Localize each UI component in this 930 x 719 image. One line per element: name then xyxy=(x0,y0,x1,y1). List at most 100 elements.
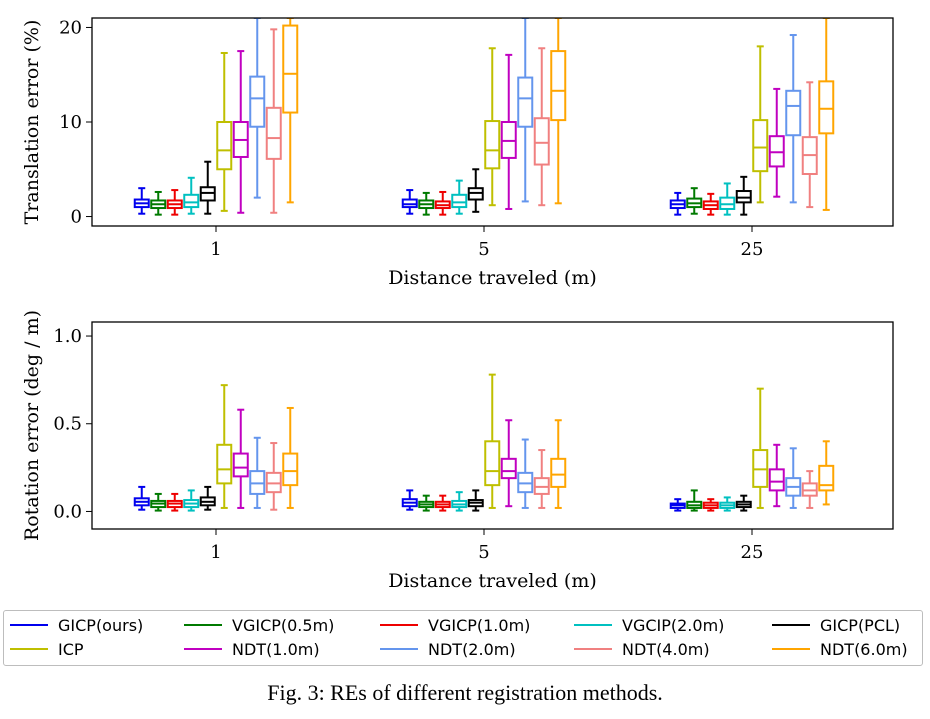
legend-label: ICP xyxy=(58,639,84,659)
legend-swatch xyxy=(184,648,222,650)
legend-label: NDT(6.0m) xyxy=(820,639,908,659)
box-VGICP(0.5m)-1 xyxy=(150,190,167,216)
box-marks xyxy=(133,373,835,512)
box-GICP(PCL)-1 xyxy=(199,160,216,215)
box-GICP(PCL)-5 xyxy=(467,489,484,512)
x-tick-label: 5 xyxy=(478,542,489,563)
box-body xyxy=(265,106,282,160)
box-body xyxy=(216,443,233,485)
box-ICP-1 xyxy=(216,51,233,212)
chart-panel-1: 0 10 20 1 5 25 Distance traveled (m) Translatio… xyxy=(21,17,894,289)
legend-swatch xyxy=(380,624,418,626)
legend: GICP(ours) VGICP(0.5m) VGICP(1.0m) VGCIP(2.… xyxy=(3,610,923,666)
x-tick-label: 25 xyxy=(741,542,764,563)
box-ICP-1 xyxy=(216,384,233,509)
box-NDT(4.0m)-1 xyxy=(265,28,282,214)
legend-item: GICP(ours) xyxy=(10,613,143,637)
box-VGCIP(2.0m)-1 xyxy=(183,489,200,512)
box-NDT(2.0m)-5 xyxy=(517,18,534,203)
x-tick-label: 5 xyxy=(478,239,489,260)
box-body xyxy=(752,119,769,173)
legend-swatch xyxy=(184,624,222,626)
box-NDT(6.0m)-1 xyxy=(282,18,299,204)
box-body xyxy=(451,193,468,209)
box-NDT(4.0m)-5 xyxy=(533,449,550,509)
legend-item: ICP xyxy=(10,637,84,661)
x-tick-label: 1 xyxy=(210,542,221,563)
legend-label: NDT(1.0m) xyxy=(232,639,320,659)
legend-label: VGCIP(2.0m) xyxy=(622,615,725,635)
box-GICP(ours)-25 xyxy=(669,498,686,512)
box-VGICP(1.0m)-5 xyxy=(434,190,451,216)
x-tick-label: 25 xyxy=(741,239,764,260)
box-body xyxy=(818,464,835,492)
legend-item: NDT(2.0m) xyxy=(380,637,516,661)
y-axis-label: Rotation error (deg / m) xyxy=(21,310,43,541)
box-VGICP(0.5m)-5 xyxy=(418,191,435,216)
legend-item: VGICP(1.0m) xyxy=(380,613,530,637)
box-GICP(ours)-1 xyxy=(133,187,150,215)
box-VGICP(0.5m)-1 xyxy=(150,492,167,512)
box-GICP(ours)-5 xyxy=(401,489,418,511)
legend-swatch xyxy=(574,624,612,626)
legend-item: NDT(1.0m) xyxy=(184,637,320,661)
box-body xyxy=(282,452,299,487)
y-tick-label: 0 xyxy=(71,207,82,228)
legend-swatch xyxy=(772,648,810,650)
box-GICP(ours)-25 xyxy=(669,191,686,216)
y-tick-label: 20 xyxy=(59,17,82,38)
box-body xyxy=(550,50,567,122)
box-body xyxy=(232,452,249,478)
legend-swatch xyxy=(772,624,810,626)
box-VGICP(0.5m)-25 xyxy=(686,489,703,512)
box-NDT(4.0m)-25 xyxy=(801,81,818,209)
x-axis-label: Distance traveled (m) xyxy=(388,570,597,592)
legend-swatch xyxy=(10,648,48,650)
box-NDT(1.0m)-25 xyxy=(768,443,785,508)
box-marks xyxy=(133,18,835,216)
y-tick-label: 0.5 xyxy=(53,414,82,435)
box-body xyxy=(818,80,835,135)
x-tick-label: 1 xyxy=(210,239,221,260)
box-body xyxy=(533,117,550,166)
legend-label: VGICP(0.5m) xyxy=(232,615,335,635)
box-body xyxy=(550,457,567,488)
box-NDT(2.0m)-25 xyxy=(785,34,802,204)
box-VGICP(1.0m)-1 xyxy=(166,189,183,216)
legend-swatch xyxy=(380,648,418,650)
box-VGICP(0.5m)-25 xyxy=(686,187,703,215)
box-VGICP(1.0m)-5 xyxy=(434,494,451,512)
box-body xyxy=(282,24,299,114)
legend-swatch xyxy=(574,648,612,650)
box-body xyxy=(216,121,233,171)
box-ICP-25 xyxy=(752,45,769,204)
box-body xyxy=(768,468,785,492)
box-NDT(6.0m)-5 xyxy=(550,18,567,205)
box-body xyxy=(484,440,501,487)
box-NDT(2.0m)-25 xyxy=(785,447,802,509)
legend-item: VGCIP(2.0m) xyxy=(574,613,724,637)
legend-label: NDT(2.0m) xyxy=(428,639,516,659)
box-VGCIP(2.0m)-5 xyxy=(451,491,468,512)
box-plot-figure: 0 10 20 1 5 25 Distance traveled (m) Translatio… xyxy=(21,17,894,592)
box-ICP-5 xyxy=(484,373,501,509)
box-body xyxy=(500,457,517,480)
box-VGICP(0.5m)-5 xyxy=(418,494,435,512)
legend-label: VGICP(1.0m) xyxy=(428,615,531,635)
box-body xyxy=(183,193,200,209)
y-tick-label: 10 xyxy=(59,112,82,133)
box-VGCIP(2.0m)-25 xyxy=(719,496,736,512)
box-GICP(PCL)-5 xyxy=(467,168,484,213)
box-GICP(ours)-1 xyxy=(133,485,150,511)
legend-item: NDT(4.0m) xyxy=(574,637,710,661)
legend-item: VGICP(0.5m) xyxy=(184,613,334,637)
y-axis-label: Translation error (%) xyxy=(21,20,43,225)
legend-label: NDT(4.0m) xyxy=(622,639,710,659)
box-VGCIP(2.0m)-5 xyxy=(451,179,468,215)
box-NDT(1.0m)-1 xyxy=(232,408,249,509)
y-tick-label: 0.0 xyxy=(53,501,82,522)
box-NDT(1.0m)-25 xyxy=(768,87,785,198)
legend-item: GICP(PCL) xyxy=(772,613,900,637)
box-ICP-25 xyxy=(752,387,769,509)
